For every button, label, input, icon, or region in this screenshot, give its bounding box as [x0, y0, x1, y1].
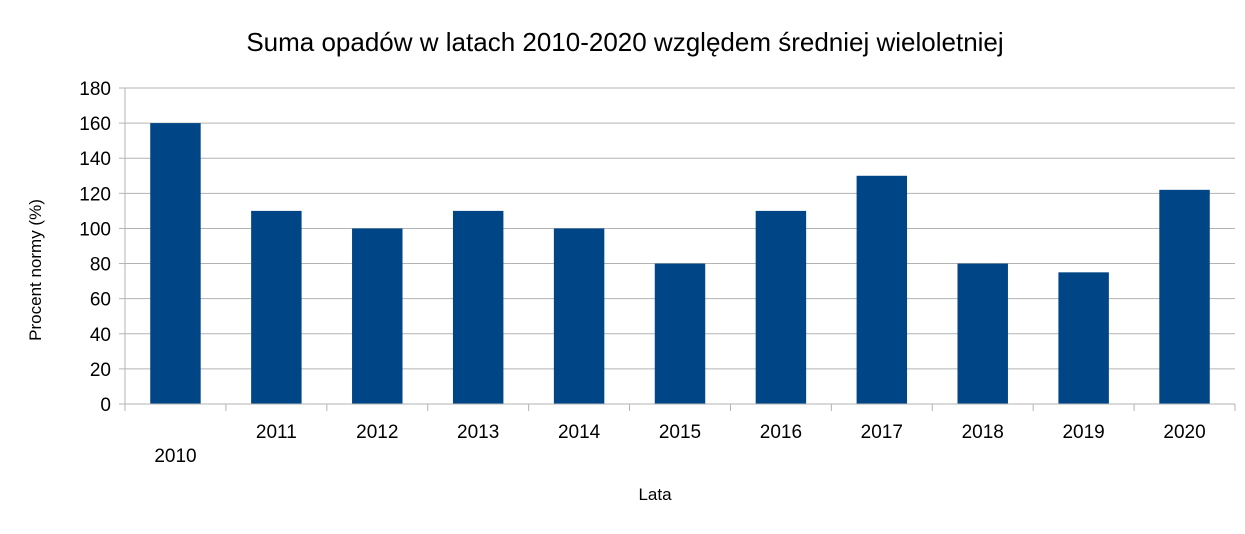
x-tick-label: 2011: [256, 422, 297, 443]
axes: [124, 88, 1236, 411]
bar-2019: [1058, 272, 1109, 404]
y-tick-label: 120: [79, 184, 111, 205]
y-tick-label: 180: [79, 79, 111, 100]
bar-2010: [150, 123, 201, 404]
bar-2015: [654, 263, 706, 404]
y-tick-label: 40: [90, 325, 111, 346]
x-tick-label: 2015: [659, 422, 701, 443]
x-tick-label: 2019: [1062, 422, 1104, 443]
y-tick-label: 60: [90, 290, 111, 311]
bar-2020: [1159, 189, 1210, 404]
bar-2014: [553, 228, 605, 404]
bar-2013: [452, 210, 504, 404]
x-tick-label: 2012: [356, 422, 398, 443]
x-tick-labels: 2010 2011 2012 2013 2014 2015 2016 2017 2018 2019…: [154, 422, 1205, 467]
y-tick-label: 0: [100, 395, 111, 416]
x-axis-title: Lata: [638, 485, 672, 504]
y-tick-label: 20: [90, 360, 111, 381]
x-tick-label: 2013: [457, 422, 499, 443]
bar-2016: [755, 210, 807, 404]
y-axis-title: Procent normy (%): [26, 199, 45, 341]
y-tick-label: 160: [79, 114, 111, 135]
y-tick-labels: 0 20 40 60 80 100 120 140 160 180: [79, 79, 111, 416]
x-tick-label: 2020: [1163, 422, 1205, 443]
x-tick-label: 2010: [154, 446, 196, 467]
y-tick-label: 140: [79, 149, 111, 170]
chart-title: Suma opadów w latach 2010-2020 względem …: [246, 27, 1003, 57]
bar-2011: [251, 210, 302, 404]
x-tick-label: 2016: [760, 422, 802, 443]
y-tick-label: 80: [90, 255, 111, 276]
x-tick-label: 2017: [861, 422, 903, 443]
x-tick-label: 2018: [962, 422, 1004, 443]
bars: [150, 123, 1210, 404]
y-tick-label: 100: [79, 219, 111, 240]
bar-2017: [856, 175, 908, 404]
bar-2018: [957, 263, 1008, 404]
bar-2012: [352, 228, 403, 404]
x-tick-label: 2014: [558, 422, 601, 443]
